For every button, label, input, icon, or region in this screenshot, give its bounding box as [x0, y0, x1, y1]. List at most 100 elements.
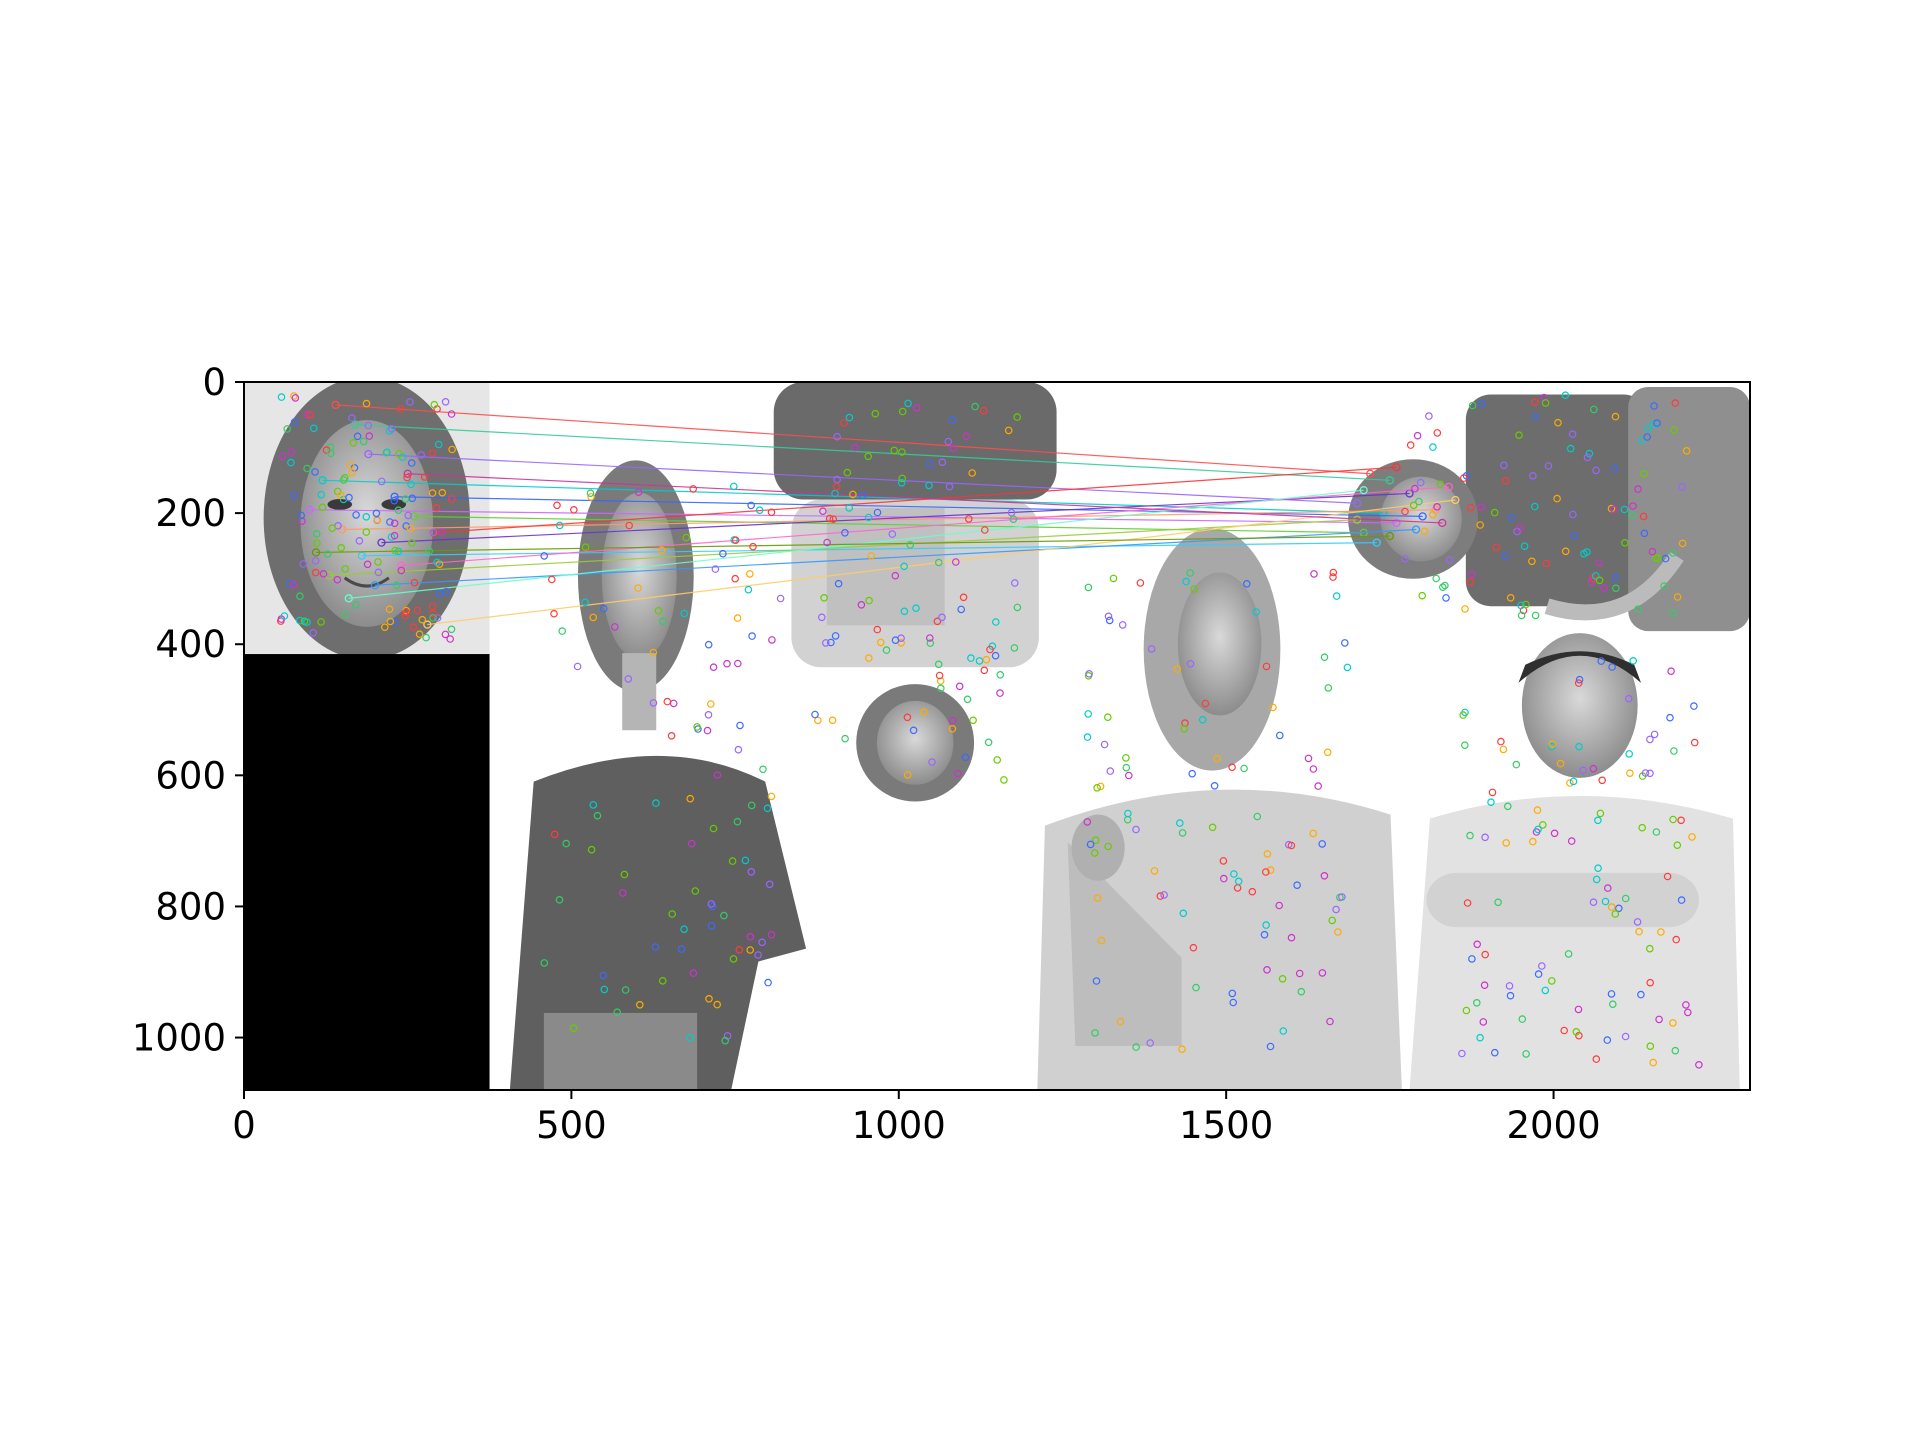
keypoint [1473, 998, 1481, 1007]
keypoint [1263, 965, 1271, 974]
keypoint [963, 695, 972, 704]
keypoint [1320, 871, 1329, 880]
keypoint [1650, 730, 1659, 739]
keypoint [589, 613, 598, 622]
keypoint [1109, 574, 1118, 583]
keypoint [1132, 825, 1140, 834]
keypoint [1287, 933, 1296, 942]
keypoint [1415, 497, 1423, 506]
keypoint [1583, 453, 1592, 462]
keypoint [1621, 1032, 1630, 1041]
keypoint [1198, 715, 1207, 724]
keypoint [1118, 621, 1127, 629]
keypoint [1147, 645, 1156, 653]
keypoint [949, 444, 958, 453]
keypoint [1548, 977, 1556, 985]
match-line [329, 519, 1358, 576]
keypoint [311, 568, 320, 577]
keypoint [759, 765, 767, 774]
keypoint [355, 536, 364, 545]
keypoint [711, 565, 720, 573]
keypoint [1492, 543, 1501, 552]
keypoint [312, 529, 321, 538]
keypoint [1341, 639, 1349, 647]
panel-woman-in-t-shirt [509, 460, 807, 1090]
keypoint [1275, 901, 1284, 910]
keypoint [1007, 508, 1016, 517]
keypoint [1609, 505, 1618, 514]
axes-frame [243, 381, 1751, 1091]
keypoint [1515, 523, 1524, 532]
keypoint [392, 581, 401, 590]
keypoint [687, 839, 696, 848]
keypoint [1603, 1036, 1612, 1044]
keypoint [1684, 1008, 1692, 1017]
keypoint [407, 459, 416, 467]
keypoint [1682, 1001, 1690, 1009]
keypoint [362, 512, 371, 521]
keypoint [1553, 494, 1561, 503]
keypoint [979, 406, 988, 415]
keypoint [1230, 870, 1238, 878]
keypoint [587, 493, 595, 501]
keypoint [1598, 776, 1607, 785]
keypoint [326, 449, 335, 458]
keypoint [1201, 699, 1210, 708]
keypoint [1093, 783, 1101, 792]
keypoint [1462, 471, 1471, 480]
match-endpoint [1385, 531, 1395, 541]
keypoint [689, 485, 698, 493]
keypoint [386, 518, 394, 526]
keypoint [1097, 936, 1106, 945]
match-line [368, 453, 1358, 504]
y-tick-label: 0 [202, 361, 226, 404]
keypoint [971, 402, 979, 411]
keypoint [441, 630, 450, 639]
keypoint [654, 606, 663, 615]
keypoint [1173, 665, 1182, 673]
keypoint [912, 604, 920, 613]
keypoint [1607, 990, 1616, 998]
match-line [407, 473, 1443, 524]
keypoint [1629, 502, 1637, 510]
keypoint [441, 397, 450, 406]
keypoint [1086, 840, 1095, 849]
keypoint [365, 432, 374, 440]
keypoint [733, 659, 742, 668]
keypoint [1560, 1026, 1569, 1035]
keypoint [934, 558, 943, 567]
keypoint [1517, 611, 1526, 620]
keypoint [433, 614, 442, 622]
keypoint [396, 404, 405, 413]
keypoint [975, 657, 984, 665]
keypoint [562, 839, 571, 848]
keypoint [991, 618, 1000, 626]
keypoint [1548, 740, 1557, 749]
keypoint [610, 623, 619, 631]
keypoint [581, 543, 590, 552]
keypoint [891, 636, 900, 645]
keypoint [434, 440, 443, 449]
keypoint [964, 515, 973, 523]
keypoint [1490, 508, 1499, 517]
keypoint [1585, 449, 1594, 458]
keypoint [1494, 898, 1502, 907]
keypoint [364, 421, 373, 430]
keypoint [1502, 839, 1511, 847]
keypoint [385, 427, 394, 435]
keypoint [1640, 529, 1649, 538]
keypoint [904, 399, 912, 408]
keypoint [704, 640, 713, 649]
keypoint [657, 546, 666, 555]
keypoint [1579, 766, 1588, 775]
keypoint [1531, 413, 1539, 421]
keypoint [1649, 420, 1658, 428]
keypoint [309, 628, 318, 637]
keypoint [1669, 549, 1677, 557]
keypoint [864, 513, 873, 522]
keypoint [1248, 887, 1257, 896]
keypoint [1648, 547, 1657, 556]
keypoint [767, 508, 776, 517]
match-endpoint [1411, 525, 1421, 534]
match-endpoint [1372, 538, 1381, 547]
